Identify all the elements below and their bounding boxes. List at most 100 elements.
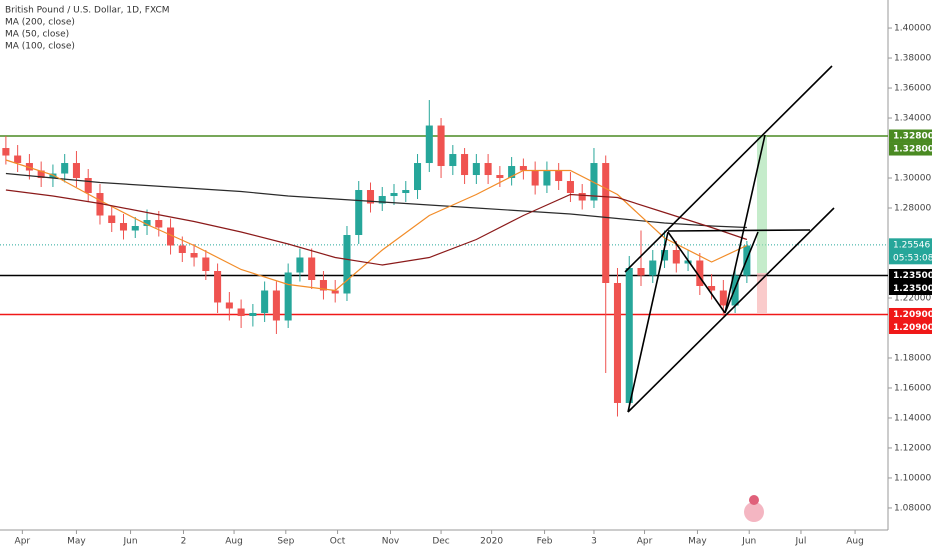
price-label: 1.23500 [893, 271, 932, 281]
price-label: 1.23500 [893, 284, 932, 294]
candle-body [261, 290, 269, 313]
y-tick-label: 1.12000 [894, 443, 931, 453]
legend-entry: MA (200, close) [5, 18, 75, 28]
price-label: 1.32800 [893, 145, 932, 155]
candle-body [296, 257, 304, 273]
candle-body [190, 253, 198, 258]
logo-icon [749, 495, 759, 505]
candle-body [72, 163, 80, 179]
x-tick-label: Apr [15, 537, 31, 547]
candle-body [272, 290, 280, 321]
pattern-line [724, 231, 759, 314]
moving-average [5, 189, 748, 266]
x-tick-label: May [67, 537, 86, 547]
candle-body [378, 196, 386, 204]
candle-body [731, 275, 739, 306]
x-tick-label: Jun [123, 537, 138, 547]
y-tick-label: 1.40000 [894, 24, 931, 34]
y-tick-label: 1.34000 [894, 114, 931, 124]
x-tick-label: Sep [277, 537, 294, 547]
y-tick-label: 1.22000 [894, 293, 931, 303]
y-tick-label: 1.30000 [894, 174, 931, 184]
candle-body [437, 125, 445, 167]
pattern-line [627, 231, 669, 413]
price-label: 1.25546 [893, 240, 930, 250]
candle-body [155, 220, 163, 228]
trend-line [624, 65, 833, 273]
legend-entry: MA (100, close) [5, 42, 75, 52]
candle-body [84, 178, 92, 194]
y-tick-label: 1.38000 [894, 54, 931, 64]
x-tick-label: May [688, 537, 707, 547]
candle-body [202, 257, 210, 271]
x-tick-label: Nov [382, 537, 400, 547]
candle-body [390, 193, 398, 197]
candle-body [555, 170, 563, 182]
drawings [624, 65, 835, 413]
candle-body [331, 290, 339, 294]
candle-body [308, 257, 316, 280]
y-tick-label: 1.36000 [894, 84, 931, 94]
x-tick-label: 3 [591, 537, 597, 547]
x-tick-label: Feb [537, 537, 553, 547]
y-tick-label: 1.08000 [894, 503, 931, 513]
candle-body [578, 193, 586, 201]
candle-body [661, 250, 669, 261]
y-tick-label: 1.28000 [894, 204, 931, 214]
candle-body [566, 181, 574, 194]
candle-body [519, 166, 527, 171]
candle-body [49, 173, 57, 179]
moving-average [5, 159, 748, 292]
candle-body [178, 245, 186, 254]
pattern-line [724, 134, 766, 314]
y-tick-label: 1.10000 [894, 473, 931, 483]
candle-body [108, 215, 116, 224]
candle-body [672, 250, 680, 264]
candle-body [425, 125, 433, 164]
price-label: 1.20900 [893, 310, 932, 320]
price-label-box [889, 307, 932, 321]
candle-body [343, 235, 351, 294]
legend: MA (200, close) MA (50, close) MA (100, cl… [5, 18, 75, 52]
candle-body [37, 170, 45, 179]
x-tick-label: Jun [741, 537, 756, 547]
plot-area [0, 27, 892, 534]
price-label-box [889, 129, 932, 143]
pattern-line [667, 231, 726, 314]
target-zone [757, 136, 767, 273]
price-label-box [889, 281, 932, 295]
candle-body [131, 226, 139, 231]
candle-body [543, 170, 551, 186]
x-tick-label: Oct [330, 537, 346, 547]
candle-body [25, 163, 33, 171]
price-label: 1.32800 [893, 132, 932, 142]
price-label-box [889, 268, 932, 282]
logo-icon [744, 502, 764, 522]
price-label-box [889, 238, 932, 265]
candle-body [625, 267, 633, 403]
candle-body [484, 163, 492, 176]
moving-average [5, 172, 747, 229]
candle-body [696, 260, 704, 286]
candle-body [402, 190, 410, 194]
logo [744, 495, 764, 522]
candle-body [649, 260, 657, 276]
price-label-box [889, 320, 932, 334]
price-label: 1.20900 [893, 323, 932, 333]
candle-body [96, 193, 104, 216]
candle-body [61, 163, 69, 174]
candle-body [214, 270, 222, 303]
price-label-box [889, 142, 932, 156]
pattern-line [667, 229, 811, 232]
stop-zone [757, 273, 767, 313]
candle-body [167, 227, 175, 246]
chart-title: British Pound / U.S. Dollar, 1D, FXCM [5, 6, 170, 16]
candle-body [225, 302, 233, 309]
x-tick-label: Apr [637, 537, 653, 547]
candle-body [508, 166, 516, 179]
candle-body [496, 175, 504, 179]
candle-body [637, 267, 645, 276]
x-tick-label: Dec [432, 537, 449, 547]
candle-body [708, 285, 716, 291]
